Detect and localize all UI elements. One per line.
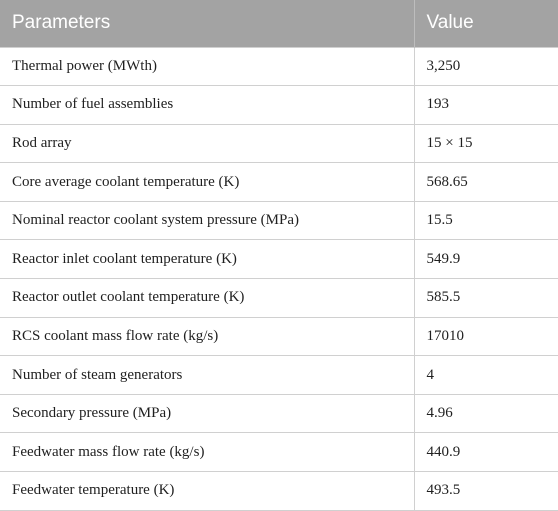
parameter-cell: RCS coolant mass flow rate (kg/s) <box>0 316 415 356</box>
value-cell: 568.65 <box>414 162 558 202</box>
table-row: Thermal power (MWth) 3,250 <box>0 46 558 86</box>
value-cell: 549.9 <box>414 239 558 279</box>
table-row: Rod array 15 × 15 <box>0 123 558 163</box>
parameter-cell: Reactor outlet coolant temperature (K) <box>0 278 415 318</box>
parameter-cell: Rod array <box>0 123 415 163</box>
value-cell: 15 × 15 <box>414 123 558 163</box>
value-cell: 3,250 <box>414 46 558 86</box>
parameter-cell: Core average coolant temperature (K) <box>0 162 415 202</box>
table-header-row: Parameters Value <box>0 0 558 47</box>
parameter-cell: Feedwater mass flow rate (kg/s) <box>0 432 415 472</box>
header-parameters: Parameters <box>0 0 415 47</box>
parameter-cell: Reactor inlet coolant temperature (K) <box>0 239 415 279</box>
parameter-cell: Secondary pressure (MPa) <box>0 393 415 433</box>
value-cell: 585.5 <box>414 278 558 318</box>
value-cell: 4.96 <box>414 393 558 433</box>
value-cell: 440.9 <box>414 432 558 472</box>
table-row: RCS coolant mass flow rate (kg/s) 17010 <box>0 316 558 356</box>
parameter-cell: Thermal power (MWth) <box>0 46 415 86</box>
table-row: Nominal reactor coolant system pressure … <box>0 200 558 240</box>
table-row: Number of steam generators 4 <box>0 355 558 395</box>
table-row: Feedwater mass flow rate (kg/s) 440.9 <box>0 432 558 472</box>
table-row: Reactor outlet coolant temperature (K) 5… <box>0 278 558 318</box>
table-row: Reactor inlet coolant temperature (K) 54… <box>0 239 558 279</box>
value-cell: 4 <box>414 355 558 395</box>
value-cell: 17010 <box>414 316 558 356</box>
parameter-cell: Nominal reactor coolant system pressure … <box>0 200 415 240</box>
parameter-cell: Feedwater temperature (K) <box>0 471 415 511</box>
table-row: Number of fuel assemblies 193 <box>0 85 558 125</box>
header-value: Value <box>426 12 474 34</box>
value-cell: 493.5 <box>414 471 558 511</box>
parameter-cell: Number of steam generators <box>0 355 415 395</box>
parameter-cell: Number of fuel assemblies <box>0 85 415 125</box>
table-row: Secondary pressure (MPa) 4.96 <box>0 393 558 433</box>
table-row: Core average coolant temperature (K) 568… <box>0 162 558 202</box>
value-cell: 15.5 <box>414 200 558 240</box>
value-cell: 193 <box>414 85 558 125</box>
table-row: Feedwater temperature (K) 493.5 <box>0 471 558 511</box>
